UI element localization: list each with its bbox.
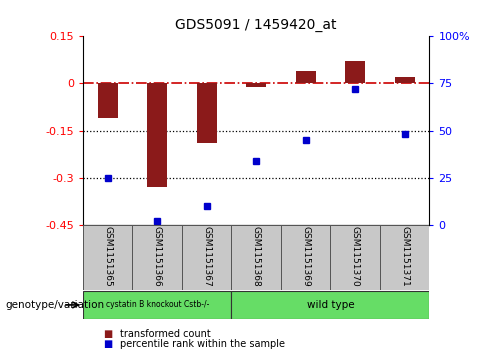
Text: ■: ■ — [103, 339, 112, 349]
Text: cystatin B knockout Cstb-/-: cystatin B knockout Cstb-/- — [105, 301, 209, 309]
Text: transformed count: transformed count — [120, 329, 210, 339]
Text: wild type: wild type — [306, 300, 354, 310]
Bar — [296, 71, 316, 83]
Bar — [380, 225, 429, 290]
Bar — [330, 225, 380, 290]
Bar — [98, 83, 118, 118]
Bar — [281, 225, 330, 290]
Text: GSM1151371: GSM1151371 — [400, 226, 409, 287]
Bar — [147, 83, 167, 187]
Bar — [83, 291, 231, 319]
Bar — [83, 225, 132, 290]
Bar — [231, 225, 281, 290]
Text: GSM1151369: GSM1151369 — [301, 226, 310, 287]
Text: GSM1151370: GSM1151370 — [351, 226, 360, 287]
Text: genotype/variation: genotype/variation — [5, 300, 104, 310]
Bar — [246, 83, 266, 87]
Text: GSM1151365: GSM1151365 — [103, 226, 112, 287]
Title: GDS5091 / 1459420_at: GDS5091 / 1459420_at — [176, 19, 337, 33]
Text: GSM1151366: GSM1151366 — [153, 226, 162, 287]
Bar — [395, 77, 415, 83]
Bar — [182, 225, 231, 290]
Bar — [346, 61, 365, 83]
Text: GSM1151368: GSM1151368 — [252, 226, 261, 287]
Text: GSM1151367: GSM1151367 — [202, 226, 211, 287]
Bar — [231, 291, 429, 319]
Text: percentile rank within the sample: percentile rank within the sample — [120, 339, 285, 349]
Bar — [197, 83, 217, 143]
Text: ■: ■ — [103, 329, 112, 339]
Bar — [132, 225, 182, 290]
